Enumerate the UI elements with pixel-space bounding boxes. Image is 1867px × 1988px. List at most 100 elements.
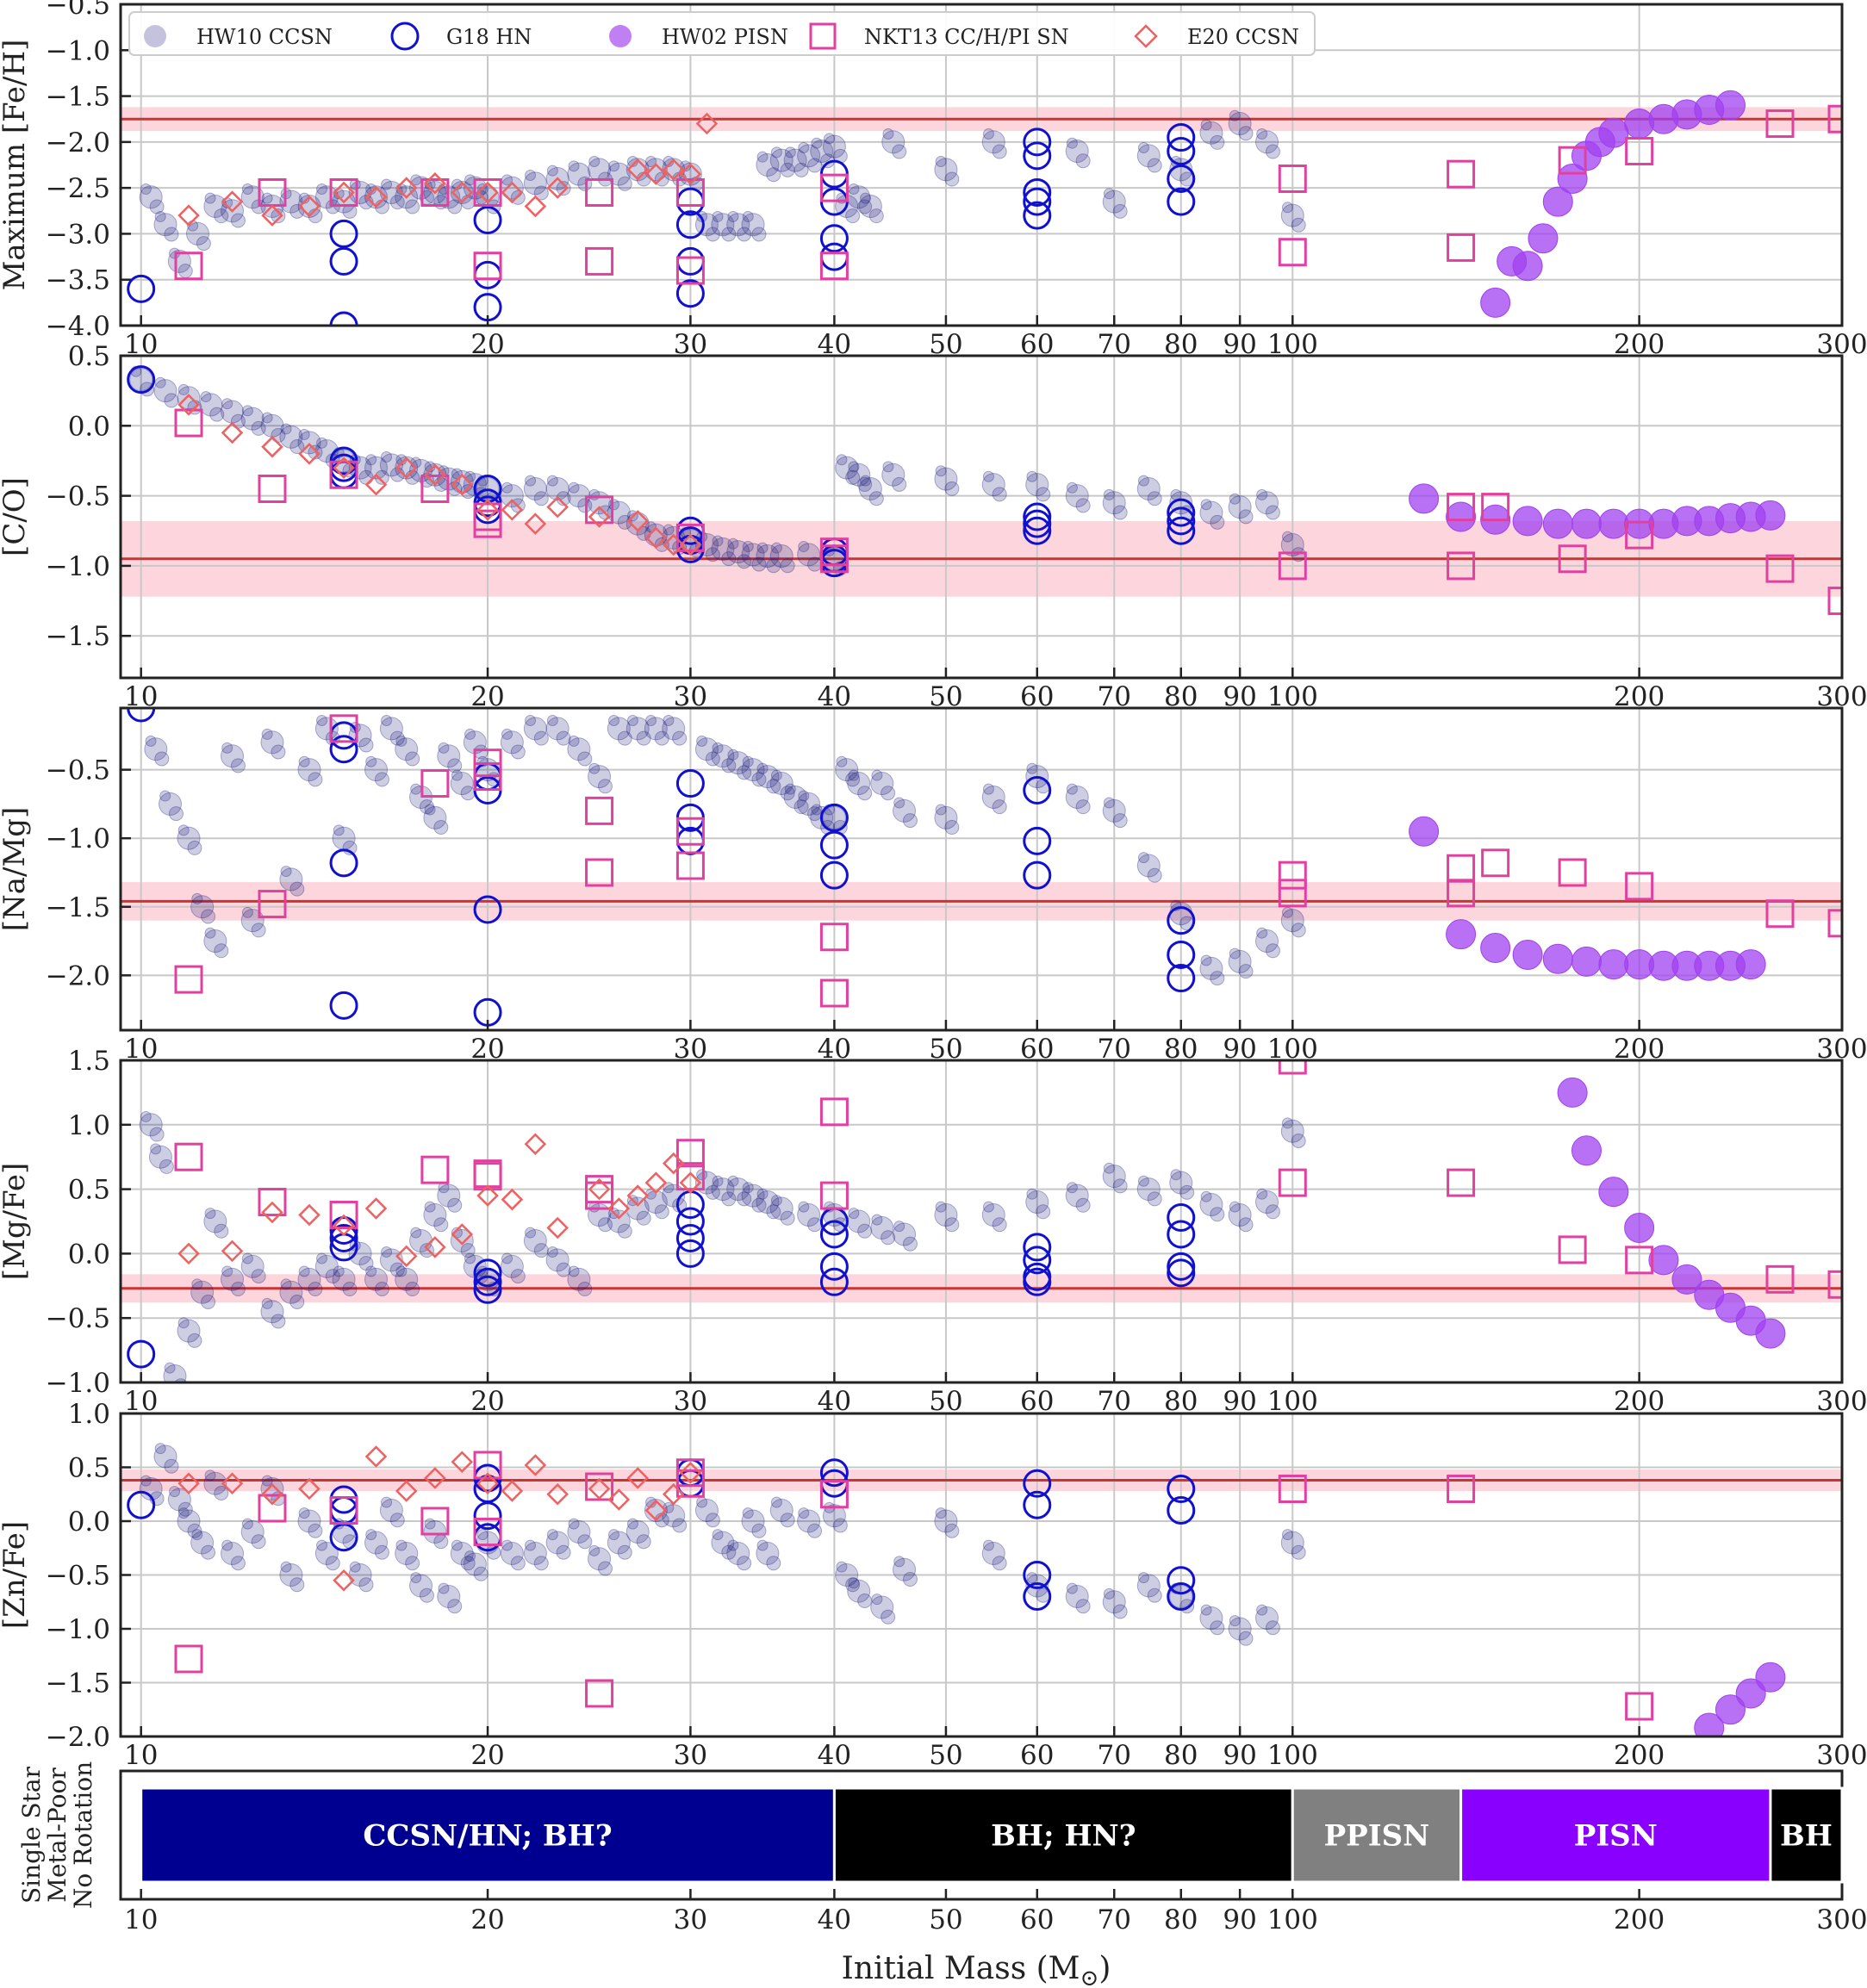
point-hw02-pisn — [1624, 1212, 1655, 1243]
point-hw10-ccsn — [608, 160, 620, 172]
point-hw10-ccsn — [251, 1534, 266, 1550]
point-hw10-ccsn — [893, 798, 917, 823]
point-hw10-ccsn — [797, 543, 821, 567]
point-hw10-ccsn — [644, 717, 668, 741]
point-hw10-ccsn — [870, 1215, 894, 1239]
point-e20-ccsn — [662, 158, 685, 181]
point-hw10-ccsn — [177, 383, 190, 395]
point-e20-ccsn — [626, 1184, 650, 1207]
point-hw02-pisn — [1755, 1318, 1786, 1349]
y-tick-label: 0.0 — [68, 1507, 110, 1538]
y-tick-label: −3.0 — [46, 219, 110, 250]
point-hw10-ccsn — [230, 213, 246, 228]
point-hw10-ccsn — [1255, 1190, 1279, 1215]
point-hw10-ccsn — [784, 783, 796, 795]
point-hw10-ccsn — [934, 805, 958, 829]
point-hw10-ccsn — [230, 758, 246, 773]
point-hw10-ccsn — [187, 1523, 202, 1538]
point-hw10-ccsn — [148, 1145, 172, 1169]
point-g18-hn — [1023, 509, 1052, 538]
point-hw10-ccsn — [871, 1214, 883, 1226]
point-hw10-ccsn — [798, 142, 810, 154]
legend-marker — [390, 22, 420, 51]
point-hw10-ccsn — [1291, 923, 1306, 938]
point-hw02-pisn — [1598, 1177, 1629, 1208]
x-tick-label: 30 — [674, 1386, 707, 1417]
point-hw10-ccsn — [848, 183, 860, 195]
point-hw10-ccsn — [1265, 1620, 1280, 1636]
point-hw10-ccsn — [1103, 188, 1115, 200]
point-hw10-ccsn — [625, 717, 650, 741]
point-g18-hn — [473, 895, 502, 924]
point-hw10-ccsn — [556, 1544, 571, 1560]
point-hw10-ccsn — [992, 1556, 1007, 1571]
point-hw10-ccsn — [1199, 1606, 1223, 1630]
y-axis-title: [Na/Mg] — [0, 807, 32, 932]
point-hw10-ccsn — [546, 165, 558, 177]
point-nkt13-cc-h-pi-sn — [1558, 146, 1587, 175]
point-nkt13-cc-h-pi-sn — [174, 1644, 203, 1674]
point-hw10-ccsn — [780, 1513, 795, 1528]
point-nkt13-cc-h-pi-sn — [819, 252, 849, 281]
point-hw10-ccsn — [617, 514, 632, 530]
point-hw10-ccsn — [857, 1594, 873, 1608]
point-hw10-ccsn — [365, 1529, 377, 1541]
point-e20-ccsn — [333, 181, 355, 204]
point-nkt13-cc-h-pi-sn — [819, 978, 849, 1008]
point-hw10-ccsn — [1112, 1604, 1128, 1619]
point-hw10-ccsn — [1065, 484, 1089, 508]
point-e20-ccsn — [364, 1445, 388, 1468]
point-nkt13-cc-h-pi-sn — [420, 769, 450, 798]
point-hw10-ccsn — [159, 790, 171, 802]
point-hw10-ccsn — [824, 133, 836, 145]
regime-segment — [832, 1786, 1294, 1884]
point-hw10-ccsn — [280, 423, 292, 435]
x-tick-label: 300 — [1816, 1740, 1867, 1771]
point-hw10-ccsn — [221, 1542, 245, 1565]
point-hw10-ccsn — [741, 758, 765, 782]
point-hw10-ccsn — [381, 1496, 393, 1508]
point-hw10-ccsn — [533, 1243, 549, 1258]
point-g18-hn — [1167, 1566, 1196, 1595]
point-hw10-ccsn — [769, 772, 793, 796]
point-hw10-ccsn — [200, 391, 212, 403]
point-g18-hn — [675, 1207, 705, 1236]
point-hw10-ccsn — [261, 728, 273, 740]
point-hw10-ccsn — [533, 730, 549, 746]
point-hw02-pisn — [1557, 163, 1588, 194]
point-hw10-ccsn — [1210, 971, 1225, 986]
point-hw10-ccsn — [672, 1518, 688, 1533]
point-nkt13-cc-h-pi-sn — [473, 252, 502, 281]
point-e20-ccsn — [424, 172, 446, 195]
x-tick-label: 30 — [674, 1740, 707, 1771]
point-g18-hn — [1023, 1233, 1052, 1262]
point-hw10-ccsn — [1281, 531, 1293, 543]
point-hw10-ccsn — [756, 542, 769, 554]
point-hw10-ccsn — [447, 758, 463, 773]
x-tick-label: 20 — [470, 1386, 504, 1417]
data-points — [127, 708, 1842, 1027]
point-hw10-ccsn — [893, 1557, 917, 1581]
point-hw10-ccsn — [510, 189, 526, 205]
point-nkt13-cc-h-pi-sn — [1278, 860, 1307, 890]
point-hw10-ccsn — [598, 1217, 613, 1233]
point-hw10-ccsn — [607, 717, 631, 741]
point-hw10-ccsn — [1255, 1606, 1279, 1630]
point-hw10-ccsn — [1210, 134, 1225, 150]
point-e20-ccsn — [607, 1197, 631, 1220]
point-hw10-ccsn — [395, 1539, 408, 1551]
point-hw10-ccsn — [1228, 949, 1252, 973]
point-e20-ccsn — [476, 181, 499, 204]
point-hw10-ccsn — [533, 185, 549, 201]
point-g18-hn — [1167, 1252, 1196, 1281]
point-hw10-ccsn — [751, 227, 767, 242]
point-hw10-ccsn — [1179, 1184, 1195, 1200]
point-nkt13-cc-h-pi-sn — [585, 796, 614, 825]
point-hw10-ccsn — [280, 866, 292, 878]
point-nkt13-cc-h-pi-sn — [420, 1507, 450, 1536]
point-nkt13-cc-h-pi-sn — [1765, 109, 1795, 139]
point-hw10-ccsn — [1280, 1119, 1304, 1143]
point-hw10-ccsn — [769, 1499, 793, 1522]
point-hw10-ccsn — [1112, 505, 1128, 520]
point-g18-hn — [1023, 1267, 1052, 1296]
